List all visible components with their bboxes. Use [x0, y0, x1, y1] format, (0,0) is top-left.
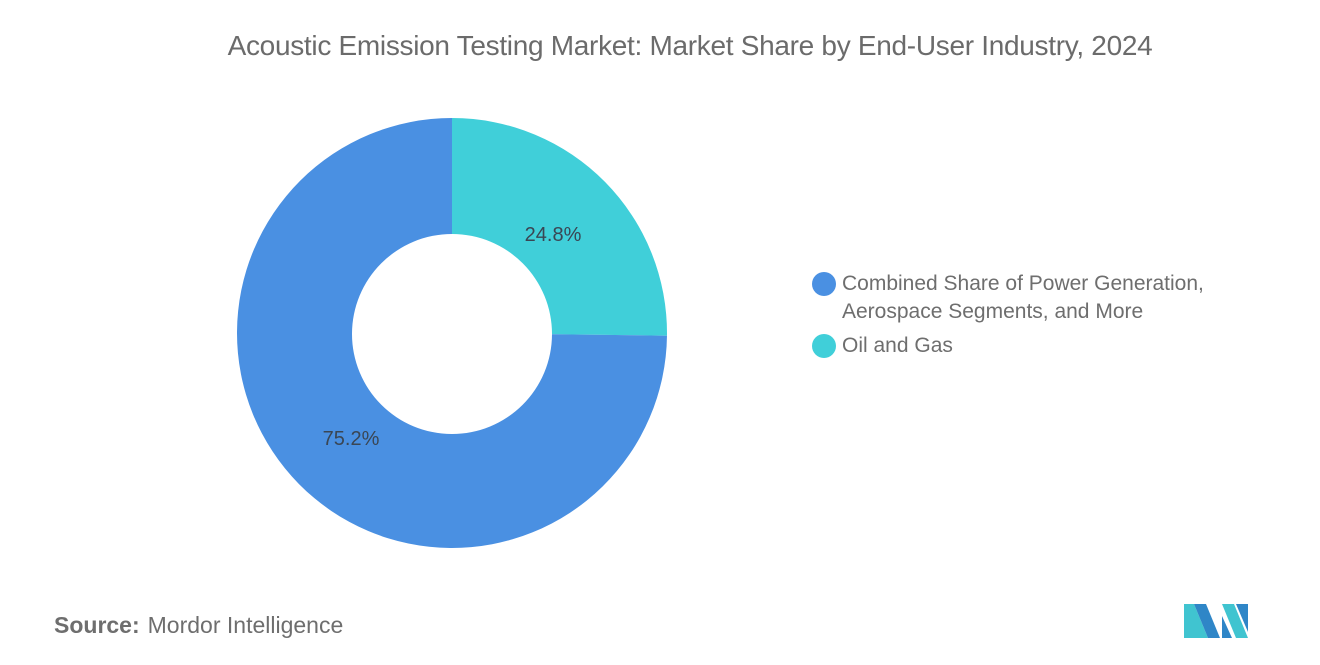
slice-label-oil-and-gas: 24.8% — [525, 224, 582, 246]
chart-title: Acoustic Emission Testing Market: Market… — [227, 30, 1153, 61]
legend: Combined Share of Power Generation, Aero… — [812, 270, 1242, 366]
source-key: Source: — [54, 612, 140, 638]
legend-swatch-icon — [812, 272, 836, 296]
legend-label: Combined Share of Power Generation, Aero… — [842, 272, 1204, 323]
source-value: Mordor Intelligence — [147, 612, 344, 638]
slice-label-combined: 75.2% — [323, 428, 380, 450]
slice-combined[interactable] — [236, 118, 667, 548]
legend-item-oil-and-gas[interactable]: Oil and Gas — [812, 332, 1242, 360]
legend-label: Oil and Gas — [842, 334, 953, 357]
source-note: Source: Mordor Intelligence — [54, 612, 343, 639]
slice-oil-and-gas[interactable] — [452, 118, 667, 336]
legend-swatch-icon — [812, 334, 836, 358]
legend-item-combined[interactable]: Combined Share of Power Generation, Aero… — [812, 270, 1242, 326]
mordor-intelligence-logo-icon — [1184, 604, 1248, 638]
